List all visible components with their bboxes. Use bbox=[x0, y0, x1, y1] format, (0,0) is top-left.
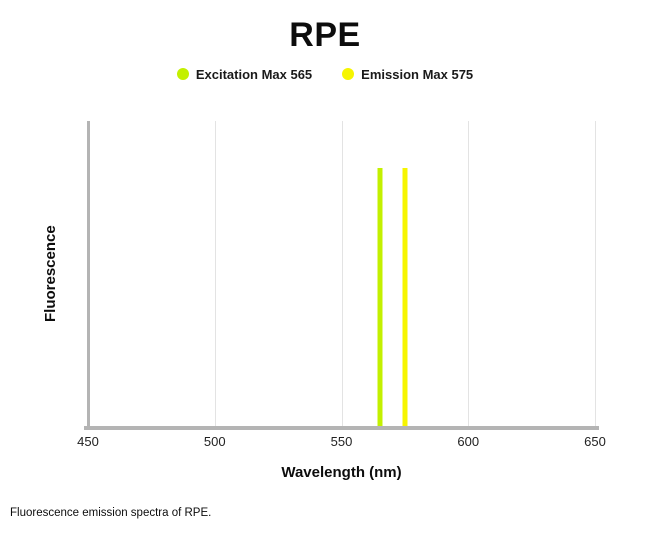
x-axis-line bbox=[84, 426, 599, 430]
excitation-legend-label: Excitation Max 565 bbox=[195, 66, 313, 82]
caption: Fluorescence emission spectra of RPE. bbox=[10, 507, 212, 519]
legend: Excitation Max 565 Emission Max 575 bbox=[0, 66, 650, 82]
gridline-500 bbox=[214, 121, 216, 426]
x-axis-label: Wavelength (nm) bbox=[281, 464, 402, 481]
x-tick-450: 450 bbox=[77, 434, 99, 449]
peak-bar-emission-max-575 bbox=[402, 167, 408, 426]
spectra-chart: Fluorescence 450 500 550 600 650 Wavelength … bbox=[0, 81, 650, 501]
x-tick-550: 550 bbox=[330, 434, 353, 449]
y-axis-label: Fluorescence bbox=[42, 225, 59, 322]
emission-dot-icon bbox=[342, 68, 355, 80]
gridline-650 bbox=[595, 121, 596, 426]
plot-area: 450 500 550 600 650 bbox=[77, 121, 606, 449]
emission-legend-label: Emission Max 575 bbox=[361, 66, 474, 82]
excitation-dot-icon bbox=[176, 68, 189, 80]
legend-item-excitation: Excitation Max 565 bbox=[176, 66, 313, 82]
chart-title: RPE bbox=[289, 16, 361, 54]
x-tick-500: 500 bbox=[203, 434, 226, 449]
x-tick-600: 600 bbox=[457, 434, 480, 449]
x-tick-650: 650 bbox=[584, 434, 606, 449]
legend-item-emission: Emission Max 575 bbox=[342, 67, 473, 82]
gridline-600 bbox=[468, 121, 470, 426]
y-axis-line bbox=[87, 121, 90, 426]
gridline-550 bbox=[341, 121, 343, 426]
peak-bar-excitation-max-565 bbox=[377, 167, 383, 426]
